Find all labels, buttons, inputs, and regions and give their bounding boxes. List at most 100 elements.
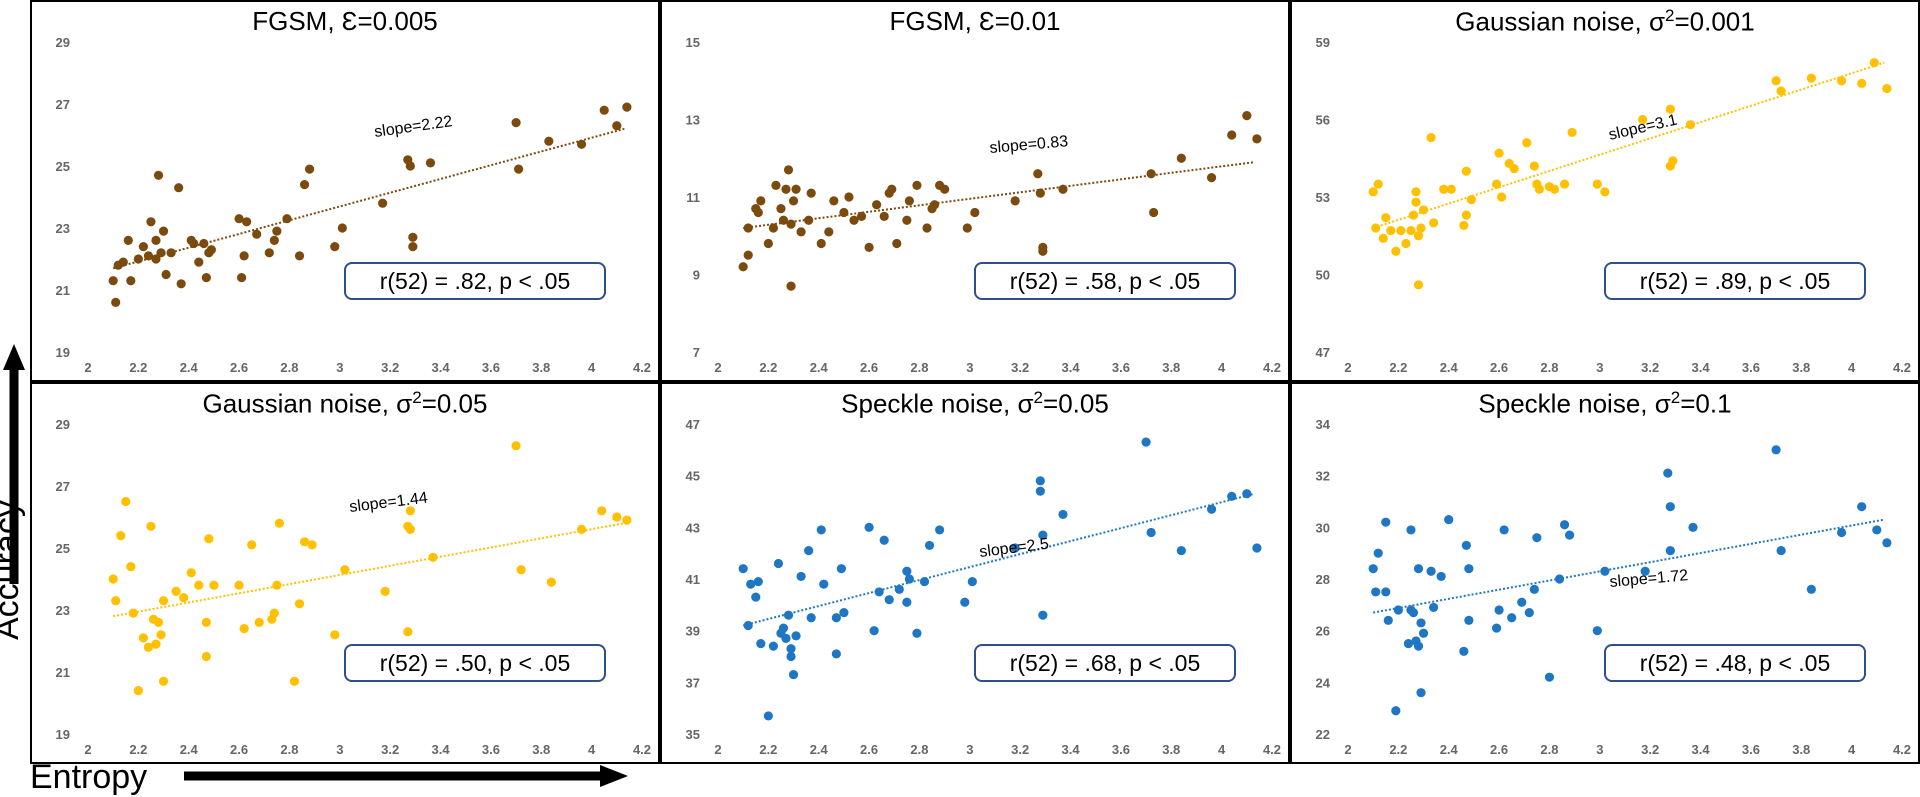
chart-panel-2: 7 9 11 13 15 2 2.2 2.4 2.6 2.8 3 3.2 3.4 3.6 3.8 4 4.2 sl… <box>660 0 1290 382</box>
data-point <box>254 617 264 627</box>
y-tick-label: 21 <box>56 665 70 680</box>
data-point <box>269 235 279 245</box>
data-point <box>1544 672 1555 682</box>
data-point <box>1373 548 1383 558</box>
data-point <box>1776 545 1786 556</box>
data-point <box>1010 543 1020 553</box>
data-point <box>1146 169 1156 179</box>
data-point <box>874 587 884 597</box>
data-point <box>1371 223 1381 233</box>
data-point <box>1038 530 1048 540</box>
data-point <box>1497 192 1507 202</box>
y-tick-label: 39 <box>686 624 700 639</box>
data-point <box>1396 225 1406 236</box>
data-point <box>776 204 786 214</box>
x-tick-label: 2.6 <box>860 742 878 757</box>
x-tick-label: 3 <box>966 360 973 375</box>
data-point <box>819 579 829 589</box>
x-tick-label: 3.6 <box>1742 742 1760 757</box>
data-point <box>1413 231 1424 241</box>
data-point <box>1776 86 1786 96</box>
data-point <box>151 235 161 245</box>
data-point <box>894 584 904 594</box>
data-point <box>1549 184 1560 194</box>
y-tick-label: 41 <box>686 572 700 587</box>
data-point <box>289 676 300 686</box>
x-tick-label: 4 <box>588 742 596 757</box>
trend-line <box>112 127 625 270</box>
data-point <box>771 180 781 190</box>
x-tick-label: 3.8 <box>1792 742 1810 757</box>
x-tick-label: 2.2 <box>1389 742 1407 757</box>
data-point <box>778 215 789 225</box>
data-point <box>294 251 305 261</box>
data-point <box>924 540 935 551</box>
data-point <box>299 180 310 190</box>
x-tick-label: 2.2 <box>1389 360 1407 375</box>
chart-svg: 7 9 11 13 15 2 2.2 2.4 2.6 2.8 3 3.2 3.4 3.6 3.8 4 4.2 sl… <box>660 0 1290 382</box>
data-point <box>123 235 133 245</box>
data-point <box>1413 280 1424 290</box>
x-tick-label: 2 <box>714 360 721 375</box>
data-point <box>1638 114 1648 125</box>
data-point <box>1411 197 1421 207</box>
data-point <box>138 633 148 643</box>
data-point <box>264 248 274 258</box>
data-point <box>1466 194 1476 205</box>
data-point <box>612 121 622 131</box>
x-tick-label: 3.8 <box>1162 360 1180 375</box>
data-point <box>206 245 216 255</box>
x-tick-label: 3.2 <box>1011 742 1029 757</box>
data-point <box>156 248 166 258</box>
data-point <box>1176 153 1186 163</box>
data-point <box>1242 111 1252 121</box>
panel-frame <box>30 0 660 382</box>
data-point <box>234 214 244 224</box>
y-tick-label: 50 <box>1316 268 1330 283</box>
data-point <box>1565 530 1575 540</box>
y-tick-label: 27 <box>56 97 70 112</box>
data-point <box>1381 517 1391 527</box>
data-point <box>405 506 415 516</box>
chart-panel-3: 47 50 53 56 59 2 2.2 2.4 2.6 2.8 3 3.2 3.4 3.6 3.8 4 4.2… <box>1290 0 1920 382</box>
data-point <box>879 211 889 221</box>
data-point <box>970 207 980 218</box>
data-point <box>753 207 763 218</box>
data-point <box>158 226 169 236</box>
slope-label: slope=0.83 <box>989 133 1069 157</box>
data-point <box>330 630 340 640</box>
data-point <box>1242 489 1252 499</box>
data-point <box>1559 179 1570 189</box>
data-point <box>1401 238 1411 249</box>
data-point <box>151 639 161 649</box>
y-tick-label: 26 <box>1316 624 1330 639</box>
data-point <box>612 512 622 522</box>
data-point <box>161 269 171 280</box>
chart-title: Gaussian noise, σ2=0.001 <box>1455 6 1755 37</box>
data-point <box>1033 169 1043 179</box>
y-tick-label: 37 <box>686 675 700 690</box>
x-tick-label: 3.6 <box>482 360 500 375</box>
x-tick-label: 4.2 <box>1893 360 1911 375</box>
data-point <box>1429 218 1439 228</box>
correlation-box: r(52) = .68, p < .05 <box>974 644 1236 682</box>
y-tick-label: 23 <box>56 221 70 236</box>
data-point <box>831 649 841 659</box>
x-tick-label: 3.8 <box>1792 360 1810 375</box>
x-tick-label: 2.8 <box>280 360 298 375</box>
x-tick-label: 4 <box>1218 742 1226 757</box>
data-point <box>781 633 791 644</box>
panel-frame <box>1290 0 1920 382</box>
y-tick-label: 23 <box>56 603 70 618</box>
panel-frame <box>30 382 660 764</box>
data-point <box>274 518 284 528</box>
slope-label: slope=1.44 <box>348 489 428 515</box>
y-tick-label: 19 <box>56 727 70 742</box>
data-point <box>778 623 789 633</box>
chart-panel-1: 19 21 23 25 27 29 2 2.2 2.4 2.6 2.8 3 3.2 3.4 3.6 3.8 4 4… <box>30 0 660 382</box>
panel-frame <box>660 0 1290 382</box>
data-point <box>1529 161 1539 171</box>
data-point <box>272 580 282 590</box>
trend-line <box>742 492 1255 627</box>
data-point <box>1685 120 1696 130</box>
